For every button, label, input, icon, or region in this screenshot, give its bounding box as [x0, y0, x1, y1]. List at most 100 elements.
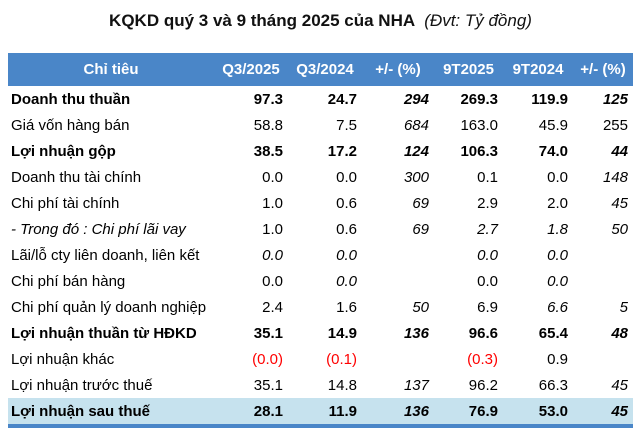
value-cell: (0.0): [252, 350, 283, 368]
value-cell: 45: [573, 398, 633, 428]
value-cell: 300: [403, 168, 429, 186]
row-label: Lợi nhuận khác: [11, 350, 115, 368]
value-cell: 45: [611, 376, 628, 394]
row-label: Lợi nhuận gộp: [11, 142, 116, 160]
value-cell: 7.5: [336, 116, 357, 134]
value-cell: 96.6: [468, 324, 498, 342]
value-cell: 0.6: [336, 220, 357, 238]
value-cell: 0.0: [262, 272, 283, 290]
value-cell: 6.6: [547, 298, 568, 316]
table-row: Lợi nhuận khác (0.0) (0.1) (0.3) 0.9: [8, 346, 633, 372]
value-cell: 65.4: [538, 324, 568, 342]
value-cell: 1.0: [262, 194, 283, 212]
column-header-q-change-pct: +/- (%): [362, 53, 434, 86]
row-label: Chi phí quản lý doanh nghiệp: [11, 298, 207, 316]
value-cell: 2.4: [262, 298, 283, 316]
value-cell: 294: [403, 90, 429, 108]
value-cell: 0.0: [547, 246, 568, 264]
value-cell: [573, 268, 633, 294]
value-cell: 58.8: [253, 116, 283, 134]
page-title-unit: (Đvt: Tỷ đồng): [424, 11, 532, 30]
row-label: Chi phí tài chính: [11, 194, 120, 212]
value-cell: 45: [611, 194, 628, 212]
table-row: Chi phí tài chính 1.0 0.6 69 2.9 2.0 45: [8, 190, 633, 216]
value-cell: 136: [403, 324, 429, 342]
value-cell: 96.2: [468, 376, 498, 394]
value-cell: 66.3: [538, 376, 568, 394]
value-cell: 0.1: [477, 168, 498, 186]
table-row: Lãi/lỗ cty liên doanh, liên kết 0.0 0.0 0.0…: [8, 242, 633, 268]
value-cell: 0.0: [547, 168, 568, 186]
value-cell: 0.9: [547, 350, 568, 368]
value-cell: 97.3: [253, 90, 283, 108]
row-label: Doanh thu thuần: [11, 90, 131, 108]
value-cell: 48: [611, 324, 628, 342]
value-cell: [362, 346, 434, 372]
value-cell: 14.8: [327, 376, 357, 394]
value-cell: 35.1: [253, 324, 283, 342]
row-label: Doanh thu tài chính: [11, 168, 142, 186]
value-cell: [362, 268, 434, 294]
value-cell: 50: [611, 220, 628, 238]
value-cell: 69: [412, 194, 429, 212]
table-row: Lợi nhuận trước thuế 35.1 14.8 137 96.2 66.3 4…: [8, 372, 633, 398]
value-cell: 1.6: [336, 298, 357, 316]
column-header-q3-2024: Q3/2024: [288, 53, 362, 86]
page-title: KQKD quý 3 và 9 tháng 2025 của NHA (Đvt:…: [0, 9, 641, 33]
value-cell: 35.1: [253, 376, 283, 394]
column-header-q3-2025: Q3/2025: [214, 53, 288, 86]
value-cell: 2.0: [547, 194, 568, 212]
value-cell: 0.0: [477, 272, 498, 290]
value-cell: [573, 242, 633, 268]
table-row: Lợi nhuận sau thuế 28.1 11.9 136 76.9 53.0 45: [8, 398, 633, 428]
value-cell: 137: [403, 376, 429, 394]
value-cell: 0.0: [477, 246, 498, 264]
page-title-text: KQKD quý 3 và 9 tháng 2025 của NHA: [109, 11, 415, 30]
value-cell: 125: [602, 90, 628, 108]
row-label: - Trong đó : Chi phí lãi vay: [11, 220, 186, 238]
value-cell: 1.8: [547, 220, 568, 238]
value-cell: [573, 346, 633, 372]
value-cell: 50: [412, 298, 429, 316]
value-cell: 44: [611, 142, 628, 160]
column-header-chi-tieu: Chỉ tiêu: [8, 53, 214, 86]
value-cell: 106.3: [460, 142, 498, 160]
value-cell: 45.9: [538, 116, 568, 134]
table-row: - Trong đó : Chi phí lãi vay 1.0 0.6 69 2.7 1…: [8, 216, 633, 242]
column-header-9t-change-pct: +/- (%): [573, 53, 633, 86]
value-cell: 17.2: [327, 142, 357, 160]
value-cell: 74.0: [538, 142, 568, 160]
value-cell: [362, 242, 434, 268]
table-row: Giá vốn hàng bán 58.8 7.5 684 163.0 45.9 255: [8, 112, 633, 138]
value-cell: 684: [403, 116, 429, 134]
row-label: Giá vốn hàng bán: [11, 116, 130, 134]
row-label: Lợi nhuận thuần từ HĐKD: [11, 324, 197, 342]
value-cell: 69: [412, 220, 429, 238]
table-row: Chi phí quản lý doanh nghiệp 2.4 1.6 50 6.9 6…: [8, 294, 633, 320]
value-cell: 2.9: [477, 194, 498, 212]
row-label: Chi phí bán hàng: [11, 272, 126, 290]
table-body: Doanh thu thuần 97.3 24.7 294 269.3 119.9 125 G…: [8, 86, 633, 428]
table-header-row: Chỉ tiêu Q3/2025 Q3/2024 +/- (%) 9T2025 …: [8, 53, 633, 86]
value-cell: 24.7: [327, 90, 357, 108]
value-cell: 38.5: [253, 142, 283, 160]
table-row: Doanh thu thuần 97.3 24.7 294 269.3 119.9 125: [8, 86, 633, 112]
value-cell: 0.6: [336, 194, 357, 212]
column-header-9t2025: 9T2025: [434, 53, 503, 86]
value-cell: 163.0: [460, 116, 498, 134]
value-cell: 1.0: [262, 220, 283, 238]
value-cell: 0.0: [336, 246, 357, 264]
results-table: Chỉ tiêu Q3/2025 Q3/2024 +/- (%) 9T2025 …: [8, 53, 633, 428]
value-cell: 0.0: [547, 272, 568, 290]
value-cell: 0.0: [336, 168, 357, 186]
column-header-9t2024: 9T2024: [503, 53, 573, 86]
value-cell: 0.0: [336, 272, 357, 290]
value-cell: 119.9: [531, 90, 568, 108]
value-cell: 6.9: [477, 298, 498, 316]
value-cell: (0.1): [326, 350, 357, 368]
value-cell: 14.9: [327, 324, 357, 342]
value-cell: 11.9: [288, 398, 362, 428]
table-row: Lợi nhuận thuần từ HĐKD 35.1 14.9 136 96.6 65…: [8, 320, 633, 346]
row-label: Lợi nhuận sau thuế: [8, 398, 214, 428]
value-cell: 148: [602, 168, 628, 186]
